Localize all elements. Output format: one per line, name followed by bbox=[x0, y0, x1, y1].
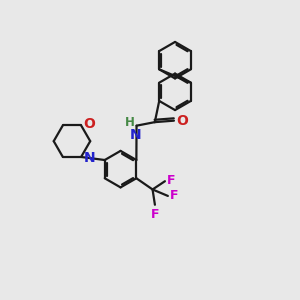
Text: H: H bbox=[125, 116, 135, 129]
Text: O: O bbox=[176, 114, 188, 128]
Text: F: F bbox=[151, 208, 159, 221]
Text: F: F bbox=[167, 174, 176, 187]
Text: N: N bbox=[83, 152, 95, 165]
Text: N: N bbox=[129, 128, 141, 142]
Text: F: F bbox=[170, 189, 178, 203]
Text: O: O bbox=[83, 117, 95, 131]
